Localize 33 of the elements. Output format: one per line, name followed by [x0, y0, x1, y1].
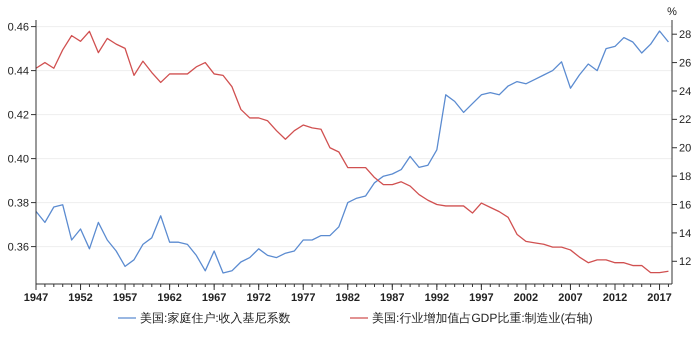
y-tick-label: 0.40: [8, 153, 29, 166]
legend-label: 美国:行业增加值占GDP比重:制造业(右轴): [372, 311, 593, 326]
x-tick-label: 1967: [202, 292, 226, 304]
y2-tick-label: 20: [679, 142, 692, 155]
y2-tick-label: 18: [679, 170, 692, 183]
y-tick-label: 0.36: [8, 241, 29, 254]
x-tick-label: 1957: [112, 292, 138, 304]
x-tick-label: 2007: [558, 292, 583, 304]
y-tick-label: 0.38: [8, 197, 29, 210]
y2-tick-label: 14: [679, 228, 692, 240]
y2-tick-label: 26: [679, 57, 692, 70]
y2-axis-title: %: [667, 6, 678, 18]
y2-tick-label: 16: [679, 199, 692, 212]
x-tick-label: 1982: [336, 292, 360, 304]
y2-tick-label: 12: [679, 256, 692, 268]
x-tick-label: 2012: [602, 292, 628, 304]
x-tick-label: 1977: [290, 292, 316, 304]
y-tick-label: 0.44: [8, 65, 29, 78]
y2-tick-label: 22: [679, 114, 692, 126]
x-tick-label: 2017: [647, 292, 672, 304]
legend-label: 美国:家庭住户:收入基尼系数: [140, 311, 291, 326]
x-tick-label: 1992: [424, 292, 450, 304]
y-tick-label: 0.42: [8, 109, 29, 122]
x-tick-label: 1947: [24, 292, 48, 304]
x-tick-label: 1987: [380, 292, 405, 304]
x-tick-label: 1962: [157, 292, 182, 304]
x-tick-label: 2002: [514, 292, 538, 304]
y-tick-label: 0.46: [8, 21, 29, 34]
y2-tick-label: 24: [679, 86, 692, 98]
x-tick-label: 1972: [246, 292, 271, 304]
x-tick-label: 1952: [68, 292, 93, 304]
x-tick-label: 1997: [469, 292, 494, 304]
y2-tick-label: 28: [679, 29, 692, 42]
